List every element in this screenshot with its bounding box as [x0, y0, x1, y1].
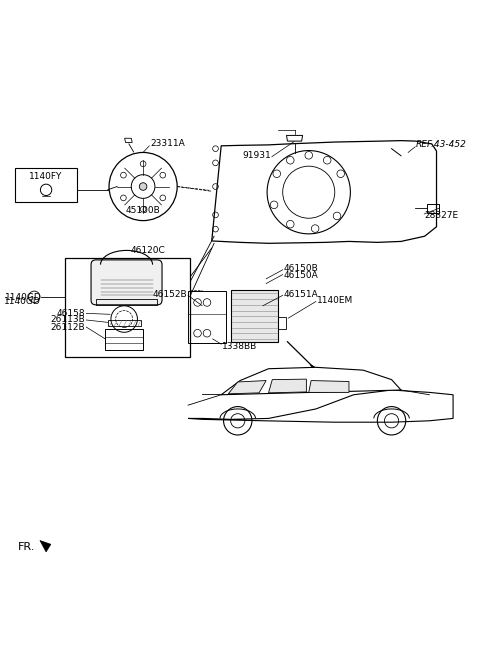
Text: 1338BB: 1338BB [222, 342, 257, 351]
Text: 91931: 91931 [242, 151, 271, 160]
Text: 26113B: 26113B [50, 315, 85, 325]
Polygon shape [228, 380, 266, 394]
Bar [231, 290, 278, 342]
Text: 46158: 46158 [57, 309, 85, 318]
Text: 46152B: 46152B [153, 290, 187, 299]
Text: 1140FY: 1140FY [29, 171, 63, 181]
Text: 23311A: 23311A [150, 139, 185, 148]
Polygon shape [212, 141, 436, 243]
Polygon shape [125, 138, 132, 143]
Text: 1140GD: 1140GD [4, 296, 41, 306]
Polygon shape [40, 541, 51, 552]
Text: 45100B: 45100B [126, 206, 160, 215]
Text: 1140EM: 1140EM [317, 296, 353, 305]
Polygon shape [268, 379, 306, 393]
Bar [188, 290, 226, 343]
Bar [15, 168, 77, 202]
Text: 46150B: 46150B [284, 264, 318, 273]
Text: 28327E: 28327E [425, 212, 459, 220]
Polygon shape [310, 365, 317, 371]
Text: 46120C: 46120C [131, 246, 165, 255]
Bar [105, 328, 143, 350]
Polygon shape [309, 380, 349, 392]
Bar [427, 204, 439, 213]
Text: REF.43-452: REF.43-452 [416, 141, 467, 149]
Polygon shape [287, 135, 302, 141]
Bar [278, 317, 287, 328]
Bar [108, 321, 141, 326]
Polygon shape [221, 367, 401, 395]
Bar [65, 258, 191, 357]
FancyBboxPatch shape [91, 260, 162, 305]
Text: 1140GD: 1140GD [5, 293, 42, 302]
Polygon shape [188, 390, 453, 422]
Text: 46151A: 46151A [284, 290, 318, 299]
Bar [96, 299, 157, 305]
Circle shape [139, 183, 147, 191]
Text: FR.: FR. [18, 542, 35, 552]
Text: 46150A: 46150A [284, 271, 318, 279]
Text: 26112B: 26112B [51, 323, 85, 332]
